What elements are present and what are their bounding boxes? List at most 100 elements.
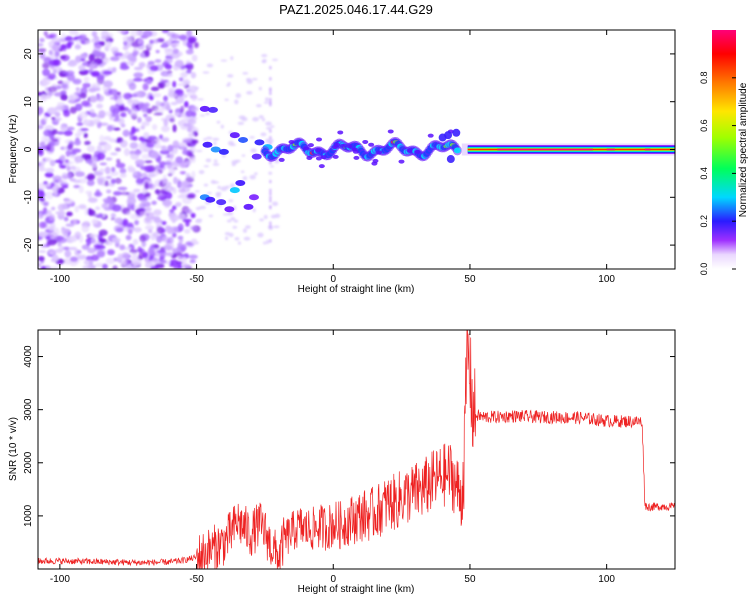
noise-blob [83,259,92,266]
noise-blob [119,65,130,70]
noise-blob [194,41,199,49]
noise-blob [169,214,179,222]
noise-blob [185,70,192,74]
noise-blob [112,107,121,114]
x-tick-label: -100 [50,274,70,285]
noise-blob [133,227,142,233]
noise-blob [184,64,192,69]
noise-blob [91,237,96,244]
noise-blob [58,245,65,251]
noise-blob [134,159,145,166]
noise-blob [160,79,169,83]
tone-side [427,133,434,138]
noise-blob [190,106,199,112]
noise-blob [130,30,140,37]
noise-blob [229,183,235,188]
tone-side [334,142,341,147]
noise-blob [132,50,138,57]
noise-blob [265,138,270,144]
noise-blob [125,234,132,241]
noise-blob [153,244,160,249]
noise-blob [212,162,220,167]
snr-x-label: Height of straight line (km) [298,584,415,595]
noise-blob [38,124,44,130]
noise-blob [42,68,51,77]
noise-blob [206,63,214,68]
noise-blob [269,188,272,193]
noise-blob [185,176,195,183]
noise-blob [151,123,158,131]
noise-blob [147,70,155,75]
noise-blob [177,261,182,269]
noise-blob [46,226,55,230]
noise-blob [177,195,186,199]
noise-blob [206,191,212,195]
noise-blob [189,225,197,231]
noise-blob [63,216,69,222]
noise-blob [105,157,113,161]
noise-blob [112,237,121,243]
noise-blob [242,72,249,75]
spectral-peak [243,203,254,210]
tone-side [315,156,322,161]
noise-blob [170,101,178,106]
noise-blob [128,82,137,91]
noise-blob [132,262,138,267]
noise-blob [99,162,107,166]
tone-side [376,150,383,155]
noise-blob [70,256,79,262]
noise-blob [50,265,60,269]
noise-blob [265,121,272,126]
noise-blob [127,165,134,173]
noise-blob [243,236,251,241]
tone-side [303,146,310,151]
noise-blob [105,41,112,48]
noise-blob [199,114,206,117]
noise-blob [177,242,183,249]
noise-blob [127,61,134,65]
noise-blob [264,97,269,102]
noise-blob [160,228,167,233]
noise-blob [271,58,279,61]
noise-blob [266,239,270,245]
tone-side [332,154,339,159]
noise-blob [40,197,46,202]
noise-blob [269,191,272,196]
noise-blob [119,173,127,178]
noise-blob [130,108,138,117]
noise-blob [89,233,99,238]
snr-y-axis: 1000 2000 3000 4000 [23,345,675,527]
noise-blob [141,121,150,127]
spectral-peak [207,106,218,113]
noise-blob [133,72,144,78]
noise-blob [86,145,96,153]
noise-blob [269,65,272,70]
noise-blob [237,241,242,245]
noise-blob [97,213,104,219]
noise-blob [79,92,87,99]
noise-blob [110,217,115,221]
noise-blob [156,235,163,243]
noise-blob [81,153,89,159]
noise-blob [144,160,153,164]
spectral-peak [235,179,246,186]
noise-blob [42,62,50,69]
noise-blob [168,36,174,43]
noise-blob [252,117,259,122]
noise-blob [157,81,166,89]
noise-blob [102,70,113,75]
noise-blob [167,92,178,99]
noise-blob [64,159,70,164]
noise-blob [101,203,108,209]
noise-blob [154,138,160,143]
noise-blob [75,39,82,44]
noise-blob [68,246,78,251]
noise-blob [217,185,221,190]
noise-blob [197,98,204,101]
noise-blob [263,214,268,220]
noise-blob [60,164,67,169]
noise-blob [122,129,130,137]
noise-blob [178,141,186,148]
noise-blob [88,209,96,216]
